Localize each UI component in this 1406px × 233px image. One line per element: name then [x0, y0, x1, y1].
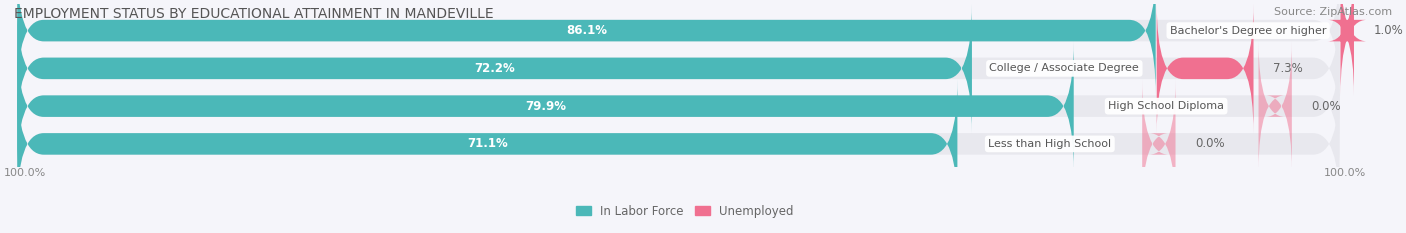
- FancyBboxPatch shape: [17, 0, 1156, 95]
- FancyBboxPatch shape: [17, 3, 972, 133]
- Text: 100.0%: 100.0%: [4, 168, 46, 178]
- Text: 1.0%: 1.0%: [1374, 24, 1403, 37]
- FancyBboxPatch shape: [17, 0, 1340, 95]
- FancyBboxPatch shape: [1157, 3, 1254, 133]
- Text: 0.0%: 0.0%: [1312, 100, 1341, 113]
- FancyBboxPatch shape: [1327, 0, 1367, 95]
- FancyBboxPatch shape: [17, 41, 1074, 171]
- FancyBboxPatch shape: [17, 79, 1340, 209]
- Text: 79.9%: 79.9%: [524, 100, 567, 113]
- FancyBboxPatch shape: [1142, 79, 1175, 209]
- FancyBboxPatch shape: [1258, 41, 1292, 171]
- Legend: In Labor Force, Unemployed: In Labor Force, Unemployed: [572, 200, 799, 222]
- Text: 0.0%: 0.0%: [1195, 137, 1225, 150]
- Text: College / Associate Degree: College / Associate Degree: [990, 63, 1139, 73]
- Text: 86.1%: 86.1%: [567, 24, 607, 37]
- Text: Bachelor's Degree or higher: Bachelor's Degree or higher: [1170, 26, 1326, 36]
- Text: 7.3%: 7.3%: [1274, 62, 1303, 75]
- Text: EMPLOYMENT STATUS BY EDUCATIONAL ATTAINMENT IN MANDEVILLE: EMPLOYMENT STATUS BY EDUCATIONAL ATTAINM…: [14, 7, 494, 21]
- Text: High School Diploma: High School Diploma: [1108, 101, 1225, 111]
- Text: Less than High School: Less than High School: [988, 139, 1111, 149]
- FancyBboxPatch shape: [17, 79, 957, 209]
- Text: 72.2%: 72.2%: [474, 62, 515, 75]
- Text: Source: ZipAtlas.com: Source: ZipAtlas.com: [1274, 7, 1392, 17]
- Text: 100.0%: 100.0%: [1323, 168, 1365, 178]
- FancyBboxPatch shape: [17, 3, 1340, 133]
- Text: 71.1%: 71.1%: [467, 137, 508, 150]
- FancyBboxPatch shape: [17, 41, 1340, 171]
